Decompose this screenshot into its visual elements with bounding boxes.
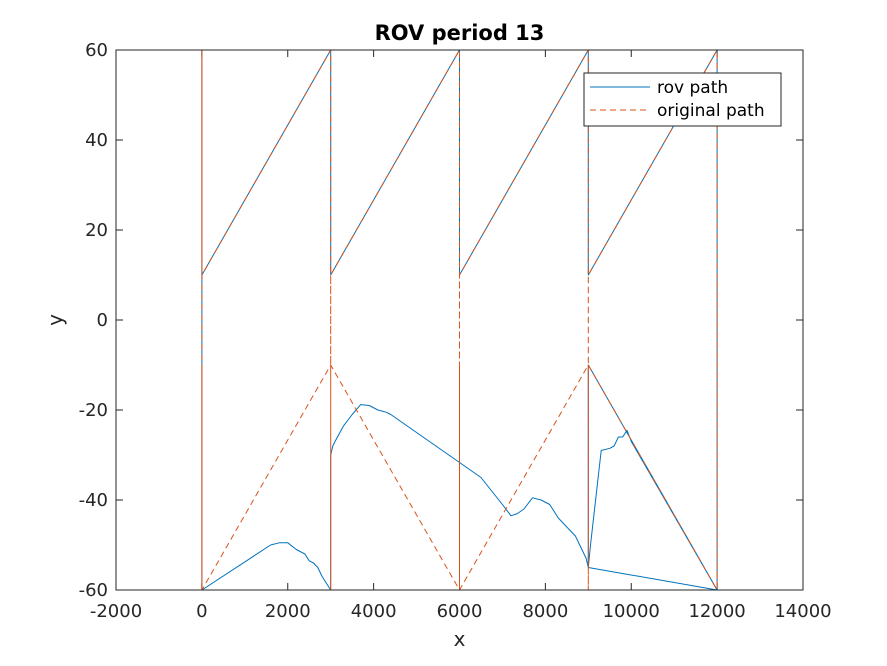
legend-label-original-path: original path xyxy=(657,101,765,121)
series-layer xyxy=(201,49,718,591)
x-axis: -2000 0 2000 4000 6000 8000 10000 12000 14000 xyxy=(90,50,832,622)
legend-box xyxy=(583,72,782,127)
y-tick-label: 0 xyxy=(97,310,108,331)
y-tick-label: 40 xyxy=(85,130,108,151)
series-line-original-path xyxy=(201,49,718,591)
chart-title: ROV period 13 xyxy=(375,21,545,45)
y-tick-label: -20 xyxy=(79,400,108,421)
x-tick-label: 8000 xyxy=(522,601,568,622)
y-tick-label: -60 xyxy=(79,580,108,601)
y-tick-label: 60 xyxy=(85,40,108,61)
y-tick-label: -40 xyxy=(79,490,108,511)
legend-label-rov-path: rov path xyxy=(657,78,728,98)
y-tick-label: 20 xyxy=(85,220,108,241)
x-tick-label: 0 xyxy=(196,601,207,622)
y-axis-label: y xyxy=(43,314,67,326)
x-tick-label: 12000 xyxy=(688,601,745,622)
x-tick-label: 14000 xyxy=(774,601,831,622)
x-axis-label: x xyxy=(454,627,466,651)
legend: rov path original path xyxy=(583,72,782,127)
plot-frame xyxy=(115,49,804,591)
x-tick-label: 2000 xyxy=(265,601,311,622)
x-tick-label: 10000 xyxy=(603,601,660,622)
x-tick-label: -2000 xyxy=(90,601,142,622)
y-axis: -60 -40 -20 0 20 40 60 xyxy=(79,40,803,601)
x-tick-label: 6000 xyxy=(437,601,483,622)
x-tick-label: 4000 xyxy=(351,601,397,622)
